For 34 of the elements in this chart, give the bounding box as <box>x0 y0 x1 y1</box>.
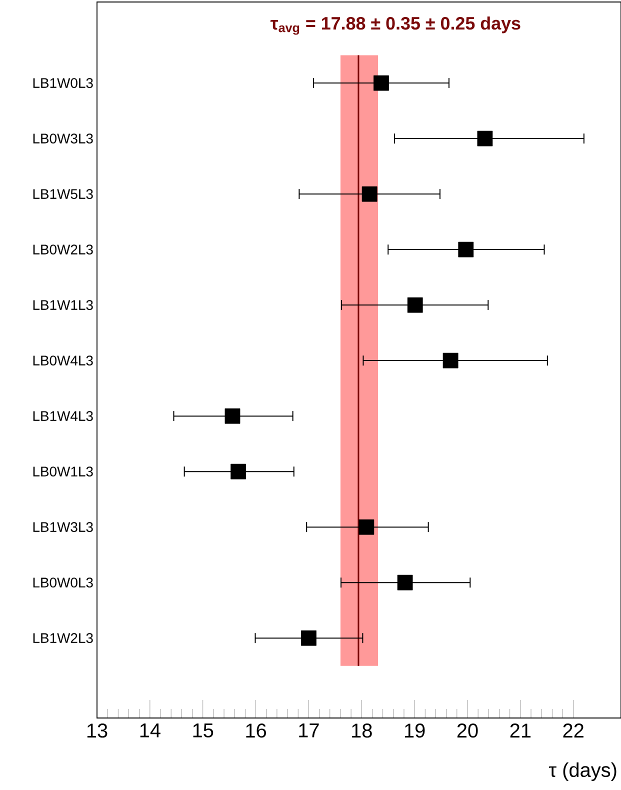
x-tick-label: 17 <box>298 724 319 738</box>
x-tick-label: 15 <box>193 724 213 738</box>
point <box>442 352 458 368</box>
y-tick-label: LB1W5L3 <box>33 189 93 199</box>
y-tick-label: LB1W1L3 <box>33 300 93 310</box>
y-tick-label: LB1W2L3 <box>33 633 93 644</box>
x-tick-label: 14 <box>140 724 160 738</box>
point <box>477 130 492 146</box>
y-tick-label: LB1W4L3 <box>33 411 93 422</box>
x-tick-label: 13 <box>87 724 107 738</box>
y-tick-label: LB1W0L3 <box>33 78 93 88</box>
point <box>373 75 389 91</box>
y-tick-label: LB0W3L3 <box>33 134 93 144</box>
x-tick-label: 19 <box>404 724 424 738</box>
point <box>224 408 240 424</box>
point <box>358 519 374 535</box>
point <box>458 242 474 258</box>
x-tick-label: 22 <box>563 724 584 738</box>
y-tick-label: LB0W1L3 <box>33 466 93 477</box>
x-tick-label: 16 <box>246 724 266 738</box>
point <box>300 630 316 646</box>
point <box>397 574 413 590</box>
y-tick-label: LB1W3L3 <box>33 522 93 532</box>
y-tick-label: LB0W4L3 <box>33 356 93 366</box>
x-axis-title: τ (days) <box>548 762 616 781</box>
y-tick-label: LB0W2L3 <box>33 244 93 254</box>
point <box>362 186 378 202</box>
chart-title: τ$_{avg}$ = 17.88 ± 0.35 ± 0.25 days <box>270 16 520 35</box>
y-tick-label: LB0W0L3 <box>33 578 93 588</box>
point <box>407 297 423 313</box>
x-tick-label: 18 <box>352 724 372 738</box>
x-tick-label: 20 <box>457 724 478 738</box>
x-tick-label: 21 <box>510 724 530 738</box>
point <box>230 464 246 480</box>
